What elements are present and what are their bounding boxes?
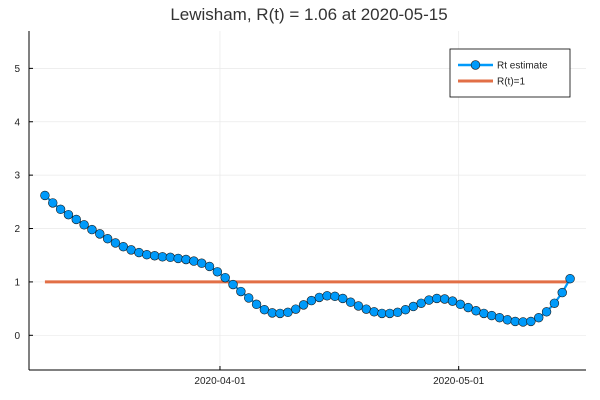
rt-estimate-point xyxy=(196,258,207,268)
rt-estimate-point xyxy=(251,299,262,310)
rt-estimate-point xyxy=(149,251,160,261)
plot-area xyxy=(40,190,575,327)
axes: 0 1 2 3 4 5 2020-04-01 2020-05-01 xyxy=(14,31,586,387)
rt-estimate-point xyxy=(165,252,176,263)
rt-estimate-point xyxy=(369,307,379,317)
rt-estimate-point xyxy=(353,301,364,311)
x-tick-label: 2020-04-01 xyxy=(194,376,246,387)
y-tick-label: 1 xyxy=(14,277,20,288)
rt-estimate-point xyxy=(87,224,97,235)
rt-estimate-point xyxy=(102,233,113,244)
rt-estimate-point xyxy=(361,304,371,314)
rt-estimate-point xyxy=(314,292,324,303)
rt-estimate-point xyxy=(416,298,426,308)
rt-estimate-point xyxy=(259,304,270,315)
legend: Rt estimate R(t)=1 xyxy=(449,48,571,98)
rt-estimate-point xyxy=(228,279,238,290)
rt-estimate-point xyxy=(345,297,356,307)
rt-estimate-point xyxy=(424,295,434,305)
y-tick-label: 2 xyxy=(14,224,20,235)
rt-estimate-point xyxy=(126,245,136,255)
y-tick-label: 4 xyxy=(14,117,20,128)
rt-estimate-point xyxy=(173,253,183,264)
rt-estimate-point xyxy=(455,299,466,310)
rt-estimate-point xyxy=(557,287,567,298)
rt-estimate-point xyxy=(110,238,121,248)
rt-estimate-point xyxy=(55,204,66,215)
rt-estimate-point xyxy=(541,307,552,317)
legend-box xyxy=(449,48,571,98)
rt-estimate-point xyxy=(291,304,301,314)
rt-estimate-point xyxy=(40,190,50,201)
legend-label-reference: R(t)=1 xyxy=(497,77,526,88)
rt-estimate-point xyxy=(518,317,528,327)
rt-estimate-point xyxy=(463,302,473,313)
rt-estimate-point xyxy=(338,293,348,304)
rt-estimate-point xyxy=(494,312,505,323)
rt-estimate-point xyxy=(63,209,74,220)
rt-estimate-point xyxy=(408,301,419,312)
rt-estimate-point xyxy=(447,296,458,306)
rt-estimate-point xyxy=(306,295,317,306)
rt-estimate-point xyxy=(510,316,520,327)
rt-estimate-point xyxy=(236,286,246,297)
legend-marker-rt-estimate xyxy=(470,60,481,70)
legend-label-rt-estimate: Rt estimate xyxy=(497,61,548,72)
rt-estimate-point xyxy=(181,254,191,265)
rt-estimate-point xyxy=(267,308,277,318)
rt-estimate-point xyxy=(71,214,81,225)
rt-estimate-point xyxy=(283,307,293,318)
rt-estimate-point xyxy=(298,300,309,310)
rt-estimate-point xyxy=(134,247,144,258)
rt-estimate-point xyxy=(95,229,105,239)
rt-estimate-point xyxy=(275,308,285,319)
rt-estimate-point xyxy=(439,294,450,304)
rt-estimate-point xyxy=(189,256,199,266)
rt-estimate-point xyxy=(244,293,254,303)
rt-estimate-point xyxy=(479,308,489,319)
rt-estimate-point xyxy=(392,307,403,318)
rt-estimate-point xyxy=(400,304,411,315)
rt-estimate-point xyxy=(549,298,560,308)
x-tick-label: 2020-05-01 xyxy=(433,376,485,387)
rt-estimate-point xyxy=(377,308,387,319)
rt-estimate-point xyxy=(157,252,168,262)
rt-estimate-point xyxy=(118,241,129,252)
rt-estimate-point xyxy=(385,308,395,319)
rt-estimate-point xyxy=(330,291,340,302)
rt-estimate-point xyxy=(565,274,575,284)
rt-estimate-point xyxy=(526,316,536,327)
rt-estimate-point xyxy=(48,198,58,208)
rt-estimate-point xyxy=(432,293,442,304)
rt-estimate-point xyxy=(212,267,223,277)
rt-estimate-point xyxy=(79,220,89,230)
rt-estimate-point xyxy=(204,261,215,272)
chart-title: Lewisham, R(t) = 1.06 at 2020-05-15 xyxy=(170,5,447,24)
y-tick-label: 3 xyxy=(14,171,20,182)
rt-estimate-point xyxy=(502,315,513,325)
rt-estimate-point xyxy=(471,306,481,316)
rt-estimate-point xyxy=(534,312,544,323)
rt-estimate-point xyxy=(220,272,230,283)
rt-estimate-point xyxy=(322,291,332,301)
y-tick-label: 0 xyxy=(14,331,20,342)
rt-estimate-point xyxy=(487,310,497,321)
rt-estimate-point xyxy=(142,249,152,260)
y-tick-label: 5 xyxy=(14,64,20,75)
